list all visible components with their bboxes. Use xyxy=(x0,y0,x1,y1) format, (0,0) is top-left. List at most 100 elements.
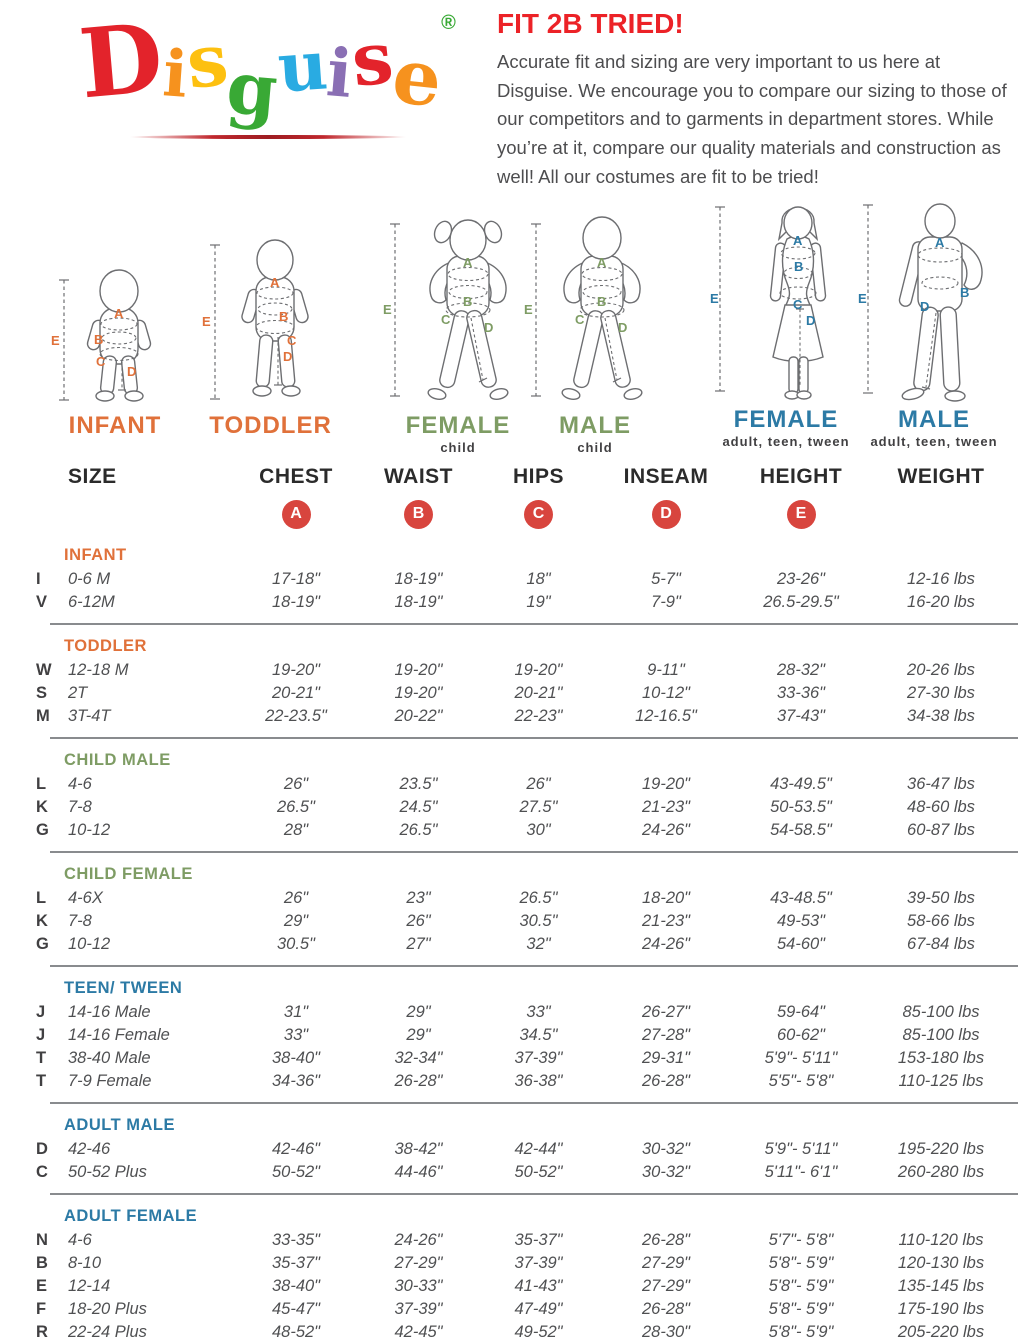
cell-size: 50-52 Plus xyxy=(68,1163,147,1181)
cell-inseam: 10-12" xyxy=(641,684,691,702)
cell-chest: 50-52" xyxy=(271,1163,321,1181)
section-title: TEEN/ TWEEN xyxy=(64,978,183,997)
cell-waist: 37-39" xyxy=(394,1300,443,1318)
cell-chest: 18-19" xyxy=(271,593,321,611)
toddler-illustration: A B C D E xyxy=(201,212,341,408)
cell-size: 22-24 Plus xyxy=(68,1323,147,1341)
cell-weight: 85-100 lbs xyxy=(902,1003,980,1021)
measure-letter-c: C xyxy=(575,312,585,327)
infant-illustration: A B C D E xyxy=(50,212,180,408)
cell-chest: 17-18" xyxy=(271,570,321,588)
measure-letter-e: E xyxy=(524,302,533,317)
table-section: INFANT I 0-6 M 17-18" 18-19" 18" 5-7" 23-26" 12-… xyxy=(36,542,1020,614)
cell-inseam: 30-32" xyxy=(641,1140,691,1158)
cell-weight: 60-87 lbs xyxy=(907,821,975,839)
cell-inseam: 21-23" xyxy=(641,912,691,930)
size-code: F xyxy=(36,1300,47,1318)
cell-height: 5'8"- 5'9" xyxy=(768,1277,834,1295)
logo-letter: D xyxy=(75,2,168,121)
size-code: K xyxy=(36,798,48,816)
cell-size: 6-12M xyxy=(68,593,115,611)
figure-label: MALE xyxy=(898,406,970,433)
cell-weight: 27-30 lbs xyxy=(907,684,975,702)
measure-letter-c: C xyxy=(287,333,297,348)
cell-chest: 38-40" xyxy=(271,1049,321,1067)
cell-waist: 20-22" xyxy=(394,707,443,725)
cell-weight: 110-125 lbs xyxy=(898,1072,984,1090)
table-row: I 0-6 M 17-18" 18-19" 18" 5-7" 23-26" 12-16 lbs xyxy=(36,568,1020,591)
cell-chest: 22-23.5" xyxy=(265,707,327,725)
logo-letter: u xyxy=(274,25,330,109)
size-code: N xyxy=(36,1231,48,1249)
cell-inseam: 19-20" xyxy=(641,775,691,793)
cell-waist: 23" xyxy=(406,889,431,907)
size-code: K xyxy=(36,912,48,930)
cell-waist: 38-42" xyxy=(394,1140,443,1158)
cell-inseam: 26-27" xyxy=(641,1003,691,1021)
figure-label: MALE xyxy=(559,412,631,439)
column-header-hips: HIPS xyxy=(512,465,564,488)
size-code: E xyxy=(36,1277,48,1295)
cell-hips: 20-21" xyxy=(514,684,563,702)
size-table: SIZE CHEST WAIST HIPS INSEAM HEIGHT WEIG… xyxy=(36,462,1020,1344)
cell-chest: 33-35" xyxy=(271,1231,321,1249)
cell-hips: 30" xyxy=(526,821,551,839)
table-row: W 12-18 M 19-20" 19-20" 19-20" 9-11" 28-32" 20-… xyxy=(36,659,1020,682)
cell-waist: 27" xyxy=(406,935,431,953)
section-title-row: ADULT MALE xyxy=(36,1112,1020,1138)
cell-height: 50-53.5" xyxy=(770,798,832,816)
table-row: L 4-6X 26" 23" 26.5" 18-20" 43-48.5" 39-50 lbs xyxy=(36,887,1020,910)
measure-letter-c: C xyxy=(441,312,451,327)
table-row: F 18-20 Plus 45-47" 37-39" 47-49" 26-28" 5'8"-… xyxy=(36,1298,1020,1321)
size-code: V xyxy=(36,593,48,611)
figure-label: FEMALE xyxy=(733,406,839,433)
section-divider xyxy=(50,851,1018,853)
section-title: ADULT FEMALE xyxy=(64,1206,198,1225)
section-divider xyxy=(50,1193,1018,1195)
column-header-row: SIZE CHEST WAIST HIPS INSEAM HEIGHT WEIG… xyxy=(36,462,1020,492)
cell-height: 54-60" xyxy=(776,935,826,953)
cell-weight: 36-47 lbs xyxy=(907,775,975,793)
cell-waist: 26" xyxy=(406,912,431,930)
cell-weight: 175-190 lbs xyxy=(897,1300,985,1318)
cell-hips: 47-49" xyxy=(514,1300,563,1318)
cell-hips: 35-37" xyxy=(514,1231,563,1249)
cell-size: 38-40 Male xyxy=(68,1049,151,1067)
cell-weight: 48-60 lbs xyxy=(907,798,975,816)
measure-letter-d: D xyxy=(920,299,929,314)
figure-sublabel: child xyxy=(440,440,476,455)
male-adult-illustration: A B D E xyxy=(858,203,1010,402)
cell-hips: 41-43" xyxy=(514,1277,563,1295)
table-row: G 10-12 30.5" 27" 32" 24-26" 54-60" 67-84 lbs xyxy=(36,933,1020,956)
section-title: CHILD MALE xyxy=(64,750,171,769)
logo-letter: s xyxy=(182,16,232,105)
size-code: M xyxy=(36,707,50,725)
intro-body: Accurate fit and sizing are very importa… xyxy=(497,51,1007,187)
cell-chest: 19-20" xyxy=(271,661,321,679)
cell-weight: 135-145 lbs xyxy=(897,1277,985,1295)
section-divider xyxy=(50,965,1018,967)
table-row: K 7-8 29" 26" 30.5" 21-23" 49-53" 58-66 lbs xyxy=(36,910,1020,933)
cell-weight: 58-66 lbs xyxy=(907,912,975,930)
cell-size: 12-18 M xyxy=(68,661,129,679)
cell-inseam: 27-28" xyxy=(641,1026,691,1044)
cell-size: 14-16 Female xyxy=(68,1026,170,1044)
cell-waist: 19-20" xyxy=(394,684,443,702)
table-row: E 12-14 38-40" 30-33" 41-43" 27-29" 5'8"- 5'9"… xyxy=(36,1275,1020,1298)
section-title-row: TODDLER xyxy=(36,633,1020,659)
cell-height: 60-62" xyxy=(776,1026,826,1044)
logo-letter: e xyxy=(388,30,446,125)
cell-chest: 30.5" xyxy=(277,935,315,953)
table-row: D 42-46 42-46" 38-42" 42-44" 30-32" 5'9"- 5'11… xyxy=(36,1138,1020,1161)
female-adult-illustration: A B C D E xyxy=(710,206,862,402)
cell-height: 33-36" xyxy=(776,684,826,702)
size-code: R xyxy=(36,1323,48,1341)
logo-letter: g xyxy=(223,43,282,134)
cell-weight: 120-130 lbs xyxy=(897,1254,985,1272)
figure-sublabel: adult, teen, tween xyxy=(722,434,850,449)
size-code: C xyxy=(36,1163,48,1181)
figure-female-child: A B C D E FEMALE child xyxy=(383,212,533,454)
table-row: L 4-6 26" 23.5" 26" 19-20" 43-49.5" 36-47 lbs xyxy=(36,773,1020,796)
cell-chest: 38-40" xyxy=(271,1277,321,1295)
logo-eye-dot xyxy=(104,40,120,55)
